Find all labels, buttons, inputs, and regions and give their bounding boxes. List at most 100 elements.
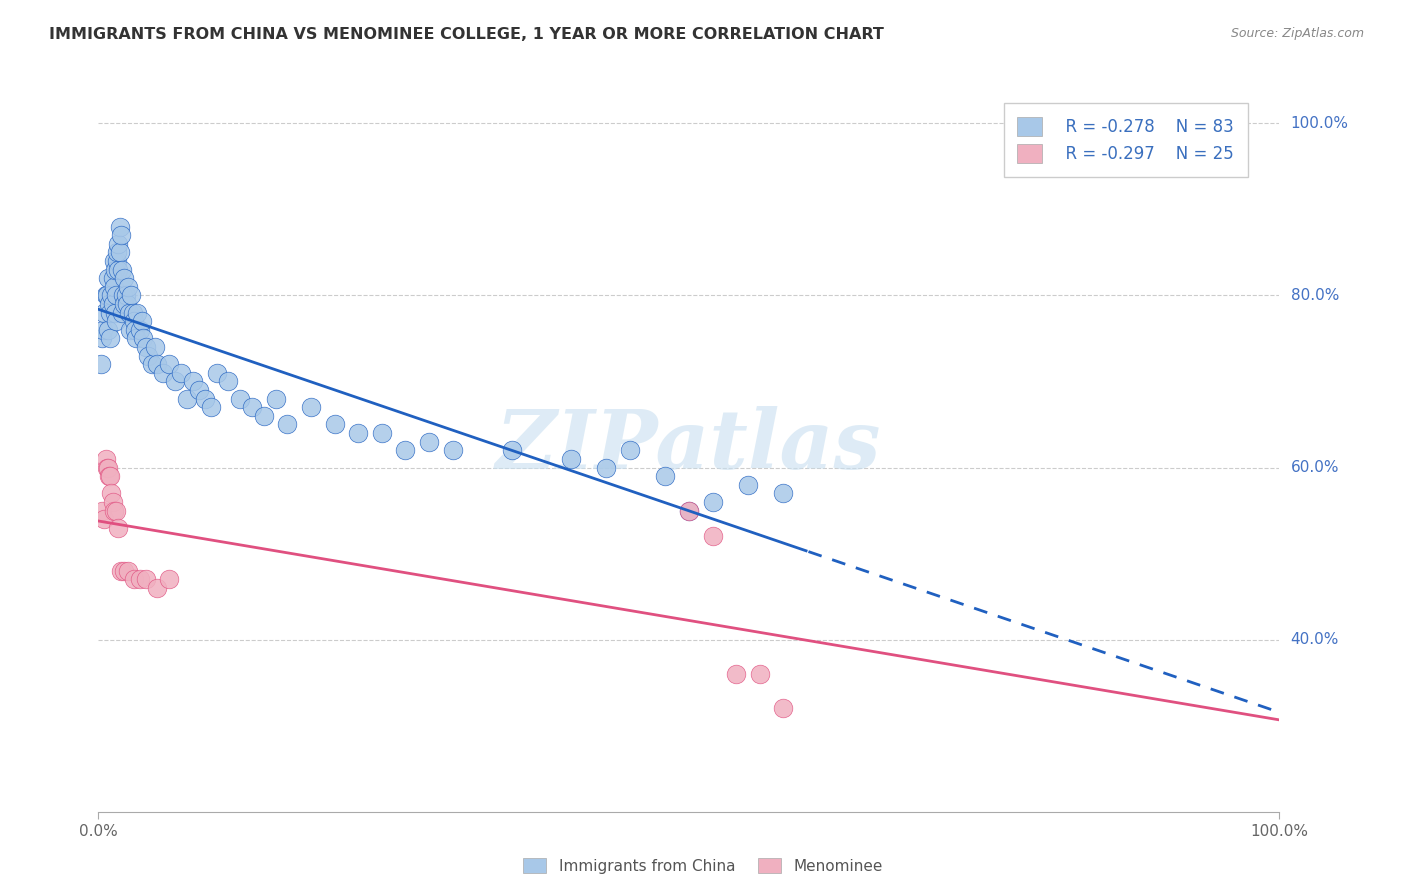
Text: 60.0%: 60.0% xyxy=(1291,460,1339,475)
Point xyxy=(121,305,143,319)
Point xyxy=(107,262,129,277)
Point xyxy=(560,451,582,466)
Point xyxy=(105,288,128,302)
Point xyxy=(176,392,198,406)
Point xyxy=(101,271,124,285)
Point xyxy=(181,375,204,389)
Point xyxy=(98,469,121,483)
Point xyxy=(101,297,124,311)
Point xyxy=(146,357,169,371)
Point xyxy=(103,280,125,294)
Point xyxy=(97,323,120,337)
Point xyxy=(122,314,145,328)
Point xyxy=(157,357,180,371)
Point xyxy=(100,288,122,302)
Text: 80.0%: 80.0% xyxy=(1291,288,1339,303)
Point xyxy=(115,297,138,311)
Point xyxy=(135,340,157,354)
Point xyxy=(111,305,134,319)
Point xyxy=(725,667,748,681)
Point xyxy=(104,262,127,277)
Point xyxy=(595,460,617,475)
Point xyxy=(104,305,127,319)
Point xyxy=(678,503,700,517)
Point xyxy=(93,512,115,526)
Point xyxy=(702,495,724,509)
Point xyxy=(98,297,121,311)
Point xyxy=(114,288,136,302)
Point xyxy=(97,460,120,475)
Point xyxy=(112,297,135,311)
Point xyxy=(253,409,276,423)
Point xyxy=(91,503,114,517)
Point xyxy=(93,305,115,319)
Point xyxy=(299,401,322,415)
Point xyxy=(654,469,676,483)
Point xyxy=(111,262,134,277)
Point xyxy=(702,529,724,543)
Point xyxy=(418,434,440,449)
Point xyxy=(105,245,128,260)
Point xyxy=(501,443,523,458)
Point xyxy=(125,331,148,345)
Point xyxy=(105,254,128,268)
Point xyxy=(103,503,125,517)
Point xyxy=(124,323,146,337)
Point xyxy=(98,469,121,483)
Point xyxy=(276,417,298,432)
Point xyxy=(108,245,131,260)
Point xyxy=(152,366,174,380)
Point xyxy=(118,305,141,319)
Point xyxy=(110,228,132,243)
Point xyxy=(394,443,416,458)
Point xyxy=(132,331,155,345)
Point xyxy=(120,323,142,337)
Point xyxy=(96,460,118,475)
Legend: Immigrants from China, Menominee: Immigrants from China, Menominee xyxy=(517,852,889,880)
Point xyxy=(157,573,180,587)
Point xyxy=(619,443,641,458)
Point xyxy=(170,366,193,380)
Point xyxy=(371,426,394,441)
Point xyxy=(105,503,128,517)
Point xyxy=(108,219,131,234)
Point xyxy=(107,236,129,251)
Text: Source: ZipAtlas.com: Source: ZipAtlas.com xyxy=(1230,27,1364,40)
Point xyxy=(772,701,794,715)
Point xyxy=(143,340,166,354)
Point xyxy=(101,495,124,509)
Point xyxy=(121,288,143,302)
Point xyxy=(200,401,222,415)
Point xyxy=(240,401,263,415)
Point xyxy=(678,503,700,517)
Point xyxy=(128,573,150,587)
Point xyxy=(94,451,117,466)
Text: ZIPatlas: ZIPatlas xyxy=(496,406,882,486)
Point xyxy=(117,564,139,578)
Point xyxy=(264,392,287,406)
Point xyxy=(105,314,128,328)
Point xyxy=(229,392,252,406)
Point xyxy=(141,357,163,371)
Point xyxy=(91,331,114,345)
Point xyxy=(772,486,794,500)
Point xyxy=(131,314,153,328)
Point xyxy=(205,366,228,380)
Point xyxy=(103,254,125,268)
Point xyxy=(110,564,132,578)
Point xyxy=(91,323,114,337)
Point xyxy=(187,383,209,397)
Point xyxy=(135,573,157,587)
Text: 40.0%: 40.0% xyxy=(1291,632,1339,647)
Legend:   R = -0.278    N = 83,   R = -0.297    N = 25: R = -0.278 N = 83, R = -0.297 N = 25 xyxy=(1004,103,1247,177)
Point xyxy=(146,581,169,595)
Point xyxy=(100,486,122,500)
Point xyxy=(107,521,129,535)
Point xyxy=(112,271,135,285)
Point xyxy=(441,443,464,458)
Point xyxy=(323,417,346,432)
Text: 100.0%: 100.0% xyxy=(1291,116,1348,131)
Text: IMMIGRANTS FROM CHINA VS MENOMINEE COLLEGE, 1 YEAR OR MORE CORRELATION CHART: IMMIGRANTS FROM CHINA VS MENOMINEE COLLE… xyxy=(49,27,884,42)
Point xyxy=(98,331,121,345)
Point xyxy=(94,288,117,302)
